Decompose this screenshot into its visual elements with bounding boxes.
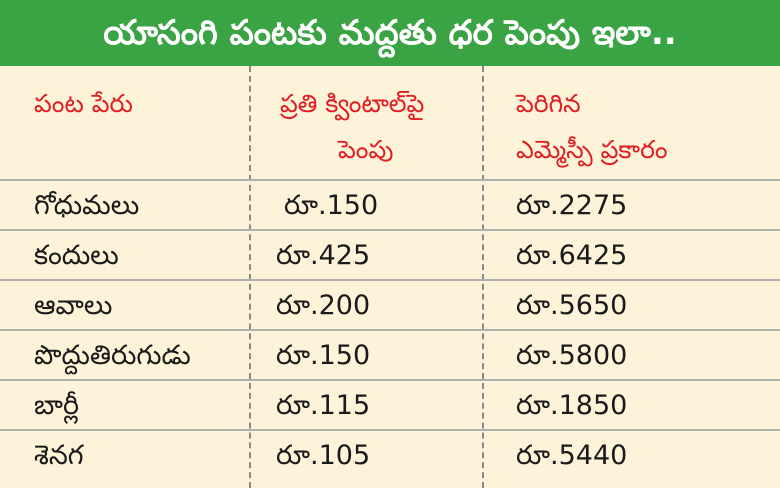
table-row-crop: కందులు	[34, 240, 119, 271]
table-row-msp: రూ.6425	[516, 240, 628, 271]
row-divider	[0, 179, 780, 181]
header-msp-line1: పెరిగిన	[516, 89, 581, 118]
title-banner: యాసంగి పంటకు మద్దతు ధర పెంపు ఇలా..	[0, 0, 780, 66]
row-divider	[0, 229, 780, 231]
column-divider	[482, 66, 484, 488]
row-divider	[0, 279, 780, 281]
row-divider	[0, 379, 780, 381]
row-divider	[0, 429, 780, 431]
table-row-increase: రూ.425	[276, 240, 371, 271]
table-row-increase: రూ.115	[276, 390, 371, 421]
table-row-crop: గోధుమలు	[34, 190, 140, 221]
header-msp-line2: ఎమ్మెస్పీ ప్రకారం	[516, 135, 668, 164]
table-row-crop: ఆవాలు	[34, 290, 113, 321]
table-row-increase: రూ.150	[284, 190, 379, 221]
table-row-msp: రూ.2275	[516, 190, 628, 221]
table-row-msp: రూ.1850	[516, 390, 628, 421]
table-row-increase: రూ.105	[276, 440, 371, 471]
table-row-increase: రూ.150	[276, 340, 371, 371]
table-row-msp: రూ.5650	[516, 290, 628, 321]
table-row-crop: పొద్దుతిరుగుడు	[34, 340, 191, 371]
table-row-crop: బార్లీ	[34, 390, 79, 421]
table-row-msp: రూ.5800	[516, 340, 628, 371]
header-increase-line2: పెంపు	[338, 135, 394, 164]
table-row-increase: రూ.200	[276, 290, 371, 321]
table-row-msp: రూ.5440	[516, 440, 628, 471]
table-row-crop: శెనగ	[34, 440, 84, 471]
header-crop-name: పంట పేరు	[34, 89, 133, 118]
header-increase-line1: ప్రతి క్వింటాల్‌పై	[280, 89, 425, 118]
row-divider	[0, 329, 780, 331]
column-divider	[249, 66, 251, 488]
